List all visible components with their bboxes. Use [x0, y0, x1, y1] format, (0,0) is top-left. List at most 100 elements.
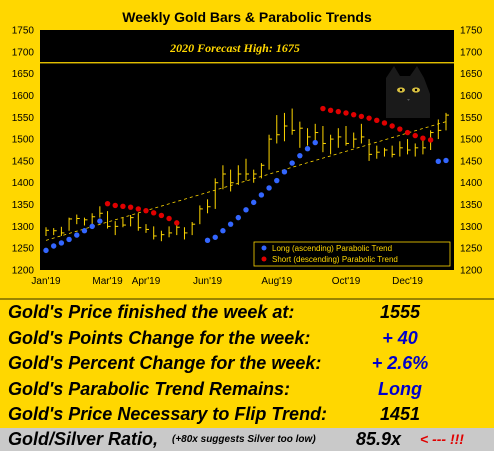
- stat-label: Gold's Price finished the week at:: [8, 302, 295, 322]
- x-tick-label: Apr'19: [132, 276, 161, 287]
- long-trend-dot: [266, 185, 272, 191]
- short-trend-dot: [320, 105, 326, 112]
- long-trend-dot: [227, 221, 234, 227]
- forecast-label: 2020 Forecast High: 1675: [169, 41, 300, 55]
- x-axis: Jan'19 Mar'19 Apr'19 Jun'19 Aug'19 Oct'19 Dec'…: [31, 276, 423, 287]
- ratio-arrow: < --- !!!: [420, 431, 464, 447]
- y-tick-right: 1350: [460, 200, 483, 211]
- short-trend-dot: [120, 203, 126, 209]
- stat-value: 1555: [379, 302, 421, 322]
- y-tick-right: 1500: [460, 135, 483, 146]
- long-trend-dot: [58, 240, 65, 246]
- long-trend-dot: [204, 237, 211, 244]
- gold-silver-ratio-bar: Gold/Silver Ratio, (+80x suggests Silver…: [0, 428, 494, 451]
- y-tick-right: 1450: [460, 156, 483, 167]
- short-trend-dot: [158, 212, 165, 219]
- short-trend-dot: [174, 220, 180, 226]
- y-tick-right: 1250: [460, 244, 483, 255]
- ratio-value: 85.9x: [356, 429, 402, 449]
- y-tick-left: 1300: [12, 222, 35, 233]
- y-tick-right: 1600: [460, 91, 483, 102]
- short-trend-dot: [104, 200, 111, 207]
- legend: Long (ascending) Parabolic Trend Short (…: [253, 241, 451, 267]
- short-trend-dot: [112, 202, 118, 209]
- long-trend-dot: [443, 157, 449, 164]
- ratio-note: (+80x suggests Silver too low): [172, 434, 316, 445]
- y-tick-right: 1700: [460, 47, 483, 58]
- short-trend-dot: [397, 126, 403, 132]
- y-tick-left: 1700: [12, 47, 35, 58]
- long-trend-dot: [258, 192, 265, 198]
- y-tick-left: 1650: [12, 69, 35, 80]
- short-trend-dot-icon: [261, 256, 267, 262]
- short-trend-dot: [150, 210, 157, 216]
- x-tick-label: Jun'19: [193, 276, 223, 287]
- x-tick-label: Mar'19: [92, 276, 123, 287]
- short-trend-dot: [389, 123, 395, 129]
- y-tick-left: 1200: [12, 266, 35, 277]
- legend-long-label: Long (ascending) Parabolic Trend: [272, 244, 392, 253]
- long-trend-dot: [235, 214, 242, 221]
- short-trend-dot: [412, 132, 418, 139]
- long-trend-dot: [281, 169, 288, 175]
- long-trend-dot: [250, 199, 257, 206]
- long-trend-dot: [289, 160, 295, 166]
- stat-label: Gold's Price Necessary to Flip Trend:: [8, 404, 328, 424]
- stat-value: Long: [378, 378, 422, 399]
- short-trend-dot: [327, 107, 334, 113]
- long-trend-dot-icon: [261, 245, 267, 251]
- long-trend-dot: [43, 247, 49, 254]
- short-trend-dot: [420, 135, 426, 141]
- x-tick-label: Aug'19: [261, 276, 292, 287]
- price-bars: [45, 108, 449, 242]
- short-trend-dot: [381, 120, 388, 126]
- y-tick-left: 1600: [12, 91, 35, 102]
- stat-label: Gold's Parabolic Trend Remains:: [8, 378, 291, 399]
- short-trend-dot: [374, 117, 380, 124]
- stat-label: Gold's Points Change for the week:: [8, 327, 311, 348]
- y-tick-right: 1750: [460, 26, 483, 37]
- y-tick-right: 1650: [460, 69, 483, 80]
- short-trend-dot: [366, 115, 372, 121]
- long-trend-dot: [435, 158, 442, 165]
- x-tick-label: Oct'19: [332, 276, 361, 287]
- stat-value: 1451: [379, 404, 421, 424]
- y-tick-left: 1550: [12, 113, 35, 124]
- stat-value: + 2.6%: [371, 353, 429, 373]
- short-trend-dot: [427, 137, 434, 143]
- long-trend-dot: [97, 218, 103, 224]
- y-tick-right: 1300: [460, 222, 483, 233]
- long-trend-dot: [212, 234, 218, 240]
- stat-label: Gold's Percent Change for the week:: [8, 353, 322, 373]
- long-trend-dot: [220, 228, 226, 234]
- y-axis-right: 1200 1250 1300 1350 1400 1450 1500 1550 1600 1650…: [460, 26, 483, 277]
- y-tick-left: 1500: [12, 135, 35, 146]
- short-trend-dot: [358, 113, 365, 120]
- short-trend-dot: [404, 129, 411, 136]
- short-trend-dot: [335, 108, 342, 115]
- short-trend-dots: [104, 105, 434, 226]
- short-trend-dot: [350, 111, 357, 118]
- gold-chart: Weekly Gold Bars & Parabolic Trends 1200…: [12, 9, 483, 287]
- long-trend-dot: [312, 139, 318, 146]
- short-trend-dot: [127, 204, 134, 210]
- legend-short-label: Short (descending) Parabolic Trend: [272, 255, 398, 264]
- stats-panel: Gold's Price finished the week at: 1555 Go…: [0, 298, 494, 430]
- y-tick-left: 1750: [12, 26, 35, 37]
- x-tick-label: Dec'19: [392, 276, 423, 287]
- y-tick-right: 1200: [460, 266, 483, 277]
- y-tick-left: 1250: [12, 244, 35, 255]
- long-trend-dot: [243, 207, 249, 213]
- long-trend-dot: [297, 152, 303, 159]
- long-trend-dot: [50, 243, 57, 249]
- cat-icon: [386, 66, 430, 118]
- short-trend-dot: [343, 110, 349, 116]
- chart-title: Weekly Gold Bars & Parabolic Trends: [122, 9, 372, 25]
- long-trend-dots: [43, 139, 449, 254]
- long-trend-dot: [81, 228, 88, 234]
- long-trend-dot: [89, 223, 95, 230]
- y-axis-left: 1200 1250 1300 1350 1400 1450 1500 1550 1600 1650…: [12, 26, 35, 277]
- short-trend-dot: [143, 207, 149, 214]
- long-trend-dot: [66, 236, 72, 243]
